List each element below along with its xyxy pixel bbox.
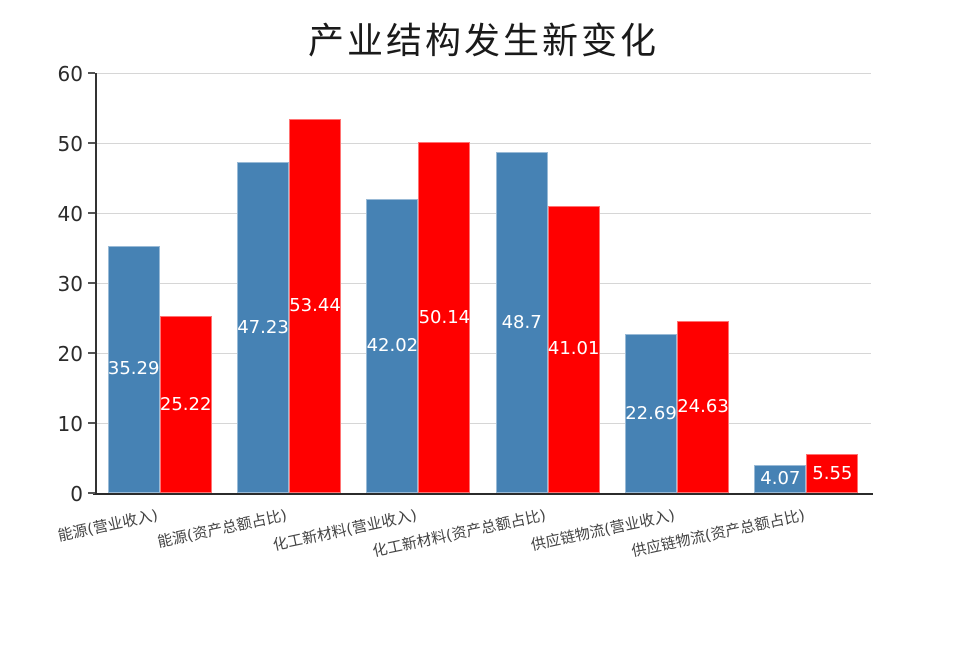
y-tick-label-50: 50 (57, 132, 83, 156)
y-tick-label-0: 0 (70, 482, 83, 506)
bar-value-label: 5.55 (812, 462, 853, 484)
gridline-30 (95, 283, 871, 284)
y-tick-label-30: 30 (57, 272, 83, 296)
bar-value-label: 50.14 (418, 306, 471, 328)
y-tick-mark (88, 212, 95, 214)
bar-value-label: 47.23 (237, 316, 289, 338)
bar-red-4[interactable]: 24.63 (677, 320, 729, 493)
y-tick-mark (88, 352, 95, 354)
bar-value-label: 42.02 (366, 334, 419, 356)
bar-blue-2[interactable]: 42.02 (366, 198, 419, 493)
gridline-20 (95, 353, 871, 354)
y-tick-mark (88, 282, 95, 284)
bar-red-5[interactable]: 5.55 (806, 454, 859, 493)
y-tick-label-60: 60 (57, 62, 83, 86)
y-tick-mark (88, 142, 95, 144)
x-axis-line (93, 493, 873, 495)
bar-value-label: 25.22 (159, 393, 212, 415)
y-tick-label-20: 20 (57, 342, 83, 366)
bar-red-0[interactable]: 25.22 (159, 316, 212, 493)
bar-value-label: 53.44 (289, 294, 341, 316)
bar-value-label: 4.07 (760, 467, 801, 489)
gridline-10 (95, 423, 871, 424)
bar-value-label: 24.63 (677, 395, 729, 417)
bar-value-label: 35.29 (107, 358, 160, 380)
bar-blue-3[interactable]: 48.7 (495, 152, 548, 493)
y-axis-line (95, 73, 97, 493)
y-tick-mark (88, 422, 95, 424)
bar-blue-0[interactable]: 35.29 (107, 245, 160, 493)
plot-area: 35.29 47.23 42.02 48.7 22.69 4.07 25.22 53.44 50… (93, 73, 873, 495)
x-category-label-1: 能源(资产总额占比) (156, 506, 289, 551)
bar-blue-4[interactable]: 22.69 (625, 334, 677, 493)
gridline-60 (95, 73, 871, 74)
bar-value-label: 22.69 (625, 402, 677, 424)
x-category-label-0: 能源(营业收入) (56, 506, 160, 545)
y-tick-label-10: 10 (57, 412, 83, 436)
y-tick-mark (88, 72, 95, 74)
gridline-40 (95, 213, 871, 214)
bar-blue-5[interactable]: 4.07 (754, 464, 807, 493)
bar-red-1[interactable]: 53.44 (289, 118, 341, 493)
bar-value-label: 48.7 (501, 311, 542, 333)
gridline-50 (95, 143, 871, 144)
bar-red-2[interactable]: 50.14 (418, 142, 471, 493)
bar-blue-1[interactable]: 47.23 (237, 162, 289, 493)
chart-title: 产业结构发生新变化 (307, 21, 659, 62)
bar-red-3[interactable]: 41.01 (547, 205, 600, 493)
bar-value-label: 41.01 (547, 338, 600, 360)
y-tick-label-40: 40 (57, 202, 83, 226)
y-tick-mark (88, 492, 95, 494)
